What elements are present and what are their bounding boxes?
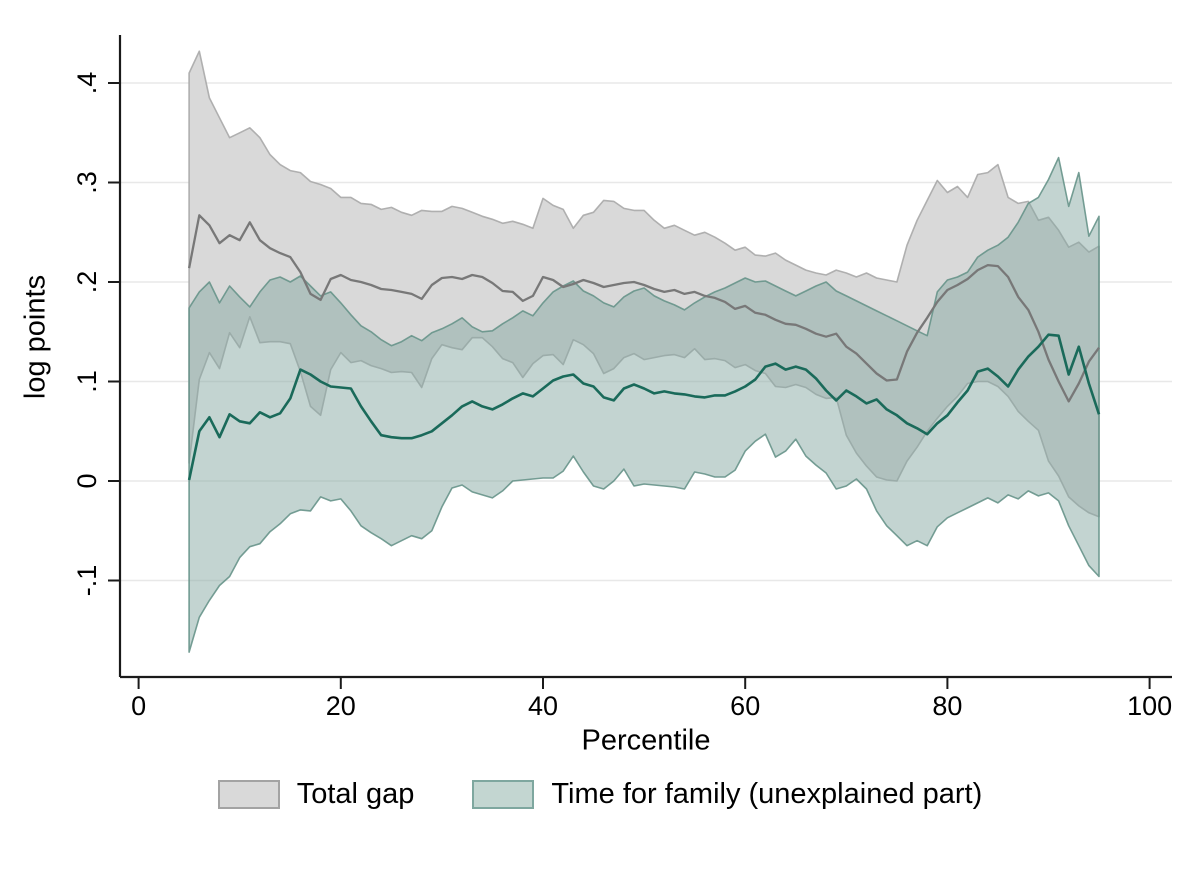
y-axis-title: log points — [19, 274, 52, 400]
legend-label: Total gap — [296, 778, 415, 810]
y-tick-label: .4 — [72, 72, 102, 95]
x-tick-label: 0 — [131, 691, 146, 721]
x-tick-label: 60 — [730, 691, 760, 721]
y-tick-label: .1 — [72, 370, 102, 393]
y-tick-label: -.1 — [72, 565, 102, 597]
x-tick-label: 20 — [326, 691, 356, 721]
legend-swatch — [472, 780, 535, 809]
y-tick-label: .2 — [72, 271, 102, 294]
x-tick-label: 100 — [1127, 691, 1172, 721]
line-family — [187, 333, 1101, 481]
legend-label: Time for family (unexplained part) — [551, 778, 983, 810]
legend-item: Total gap — [217, 778, 415, 811]
x-tick-label: 80 — [932, 691, 962, 721]
ci-band-family — [188, 156, 1100, 653]
x-axis-title: Percentile — [581, 724, 711, 757]
legend-swatch — [217, 780, 280, 809]
y-tick-label: .3 — [72, 171, 102, 194]
y-tick-label: 0 — [72, 473, 102, 488]
line-total-gap — [187, 214, 1100, 403]
legend: Total gap Time for family (unexplained pa… — [0, 778, 1200, 811]
x-tick-label: 40 — [528, 691, 558, 721]
legend-item: Time for family (unexplained part) — [472, 778, 982, 811]
